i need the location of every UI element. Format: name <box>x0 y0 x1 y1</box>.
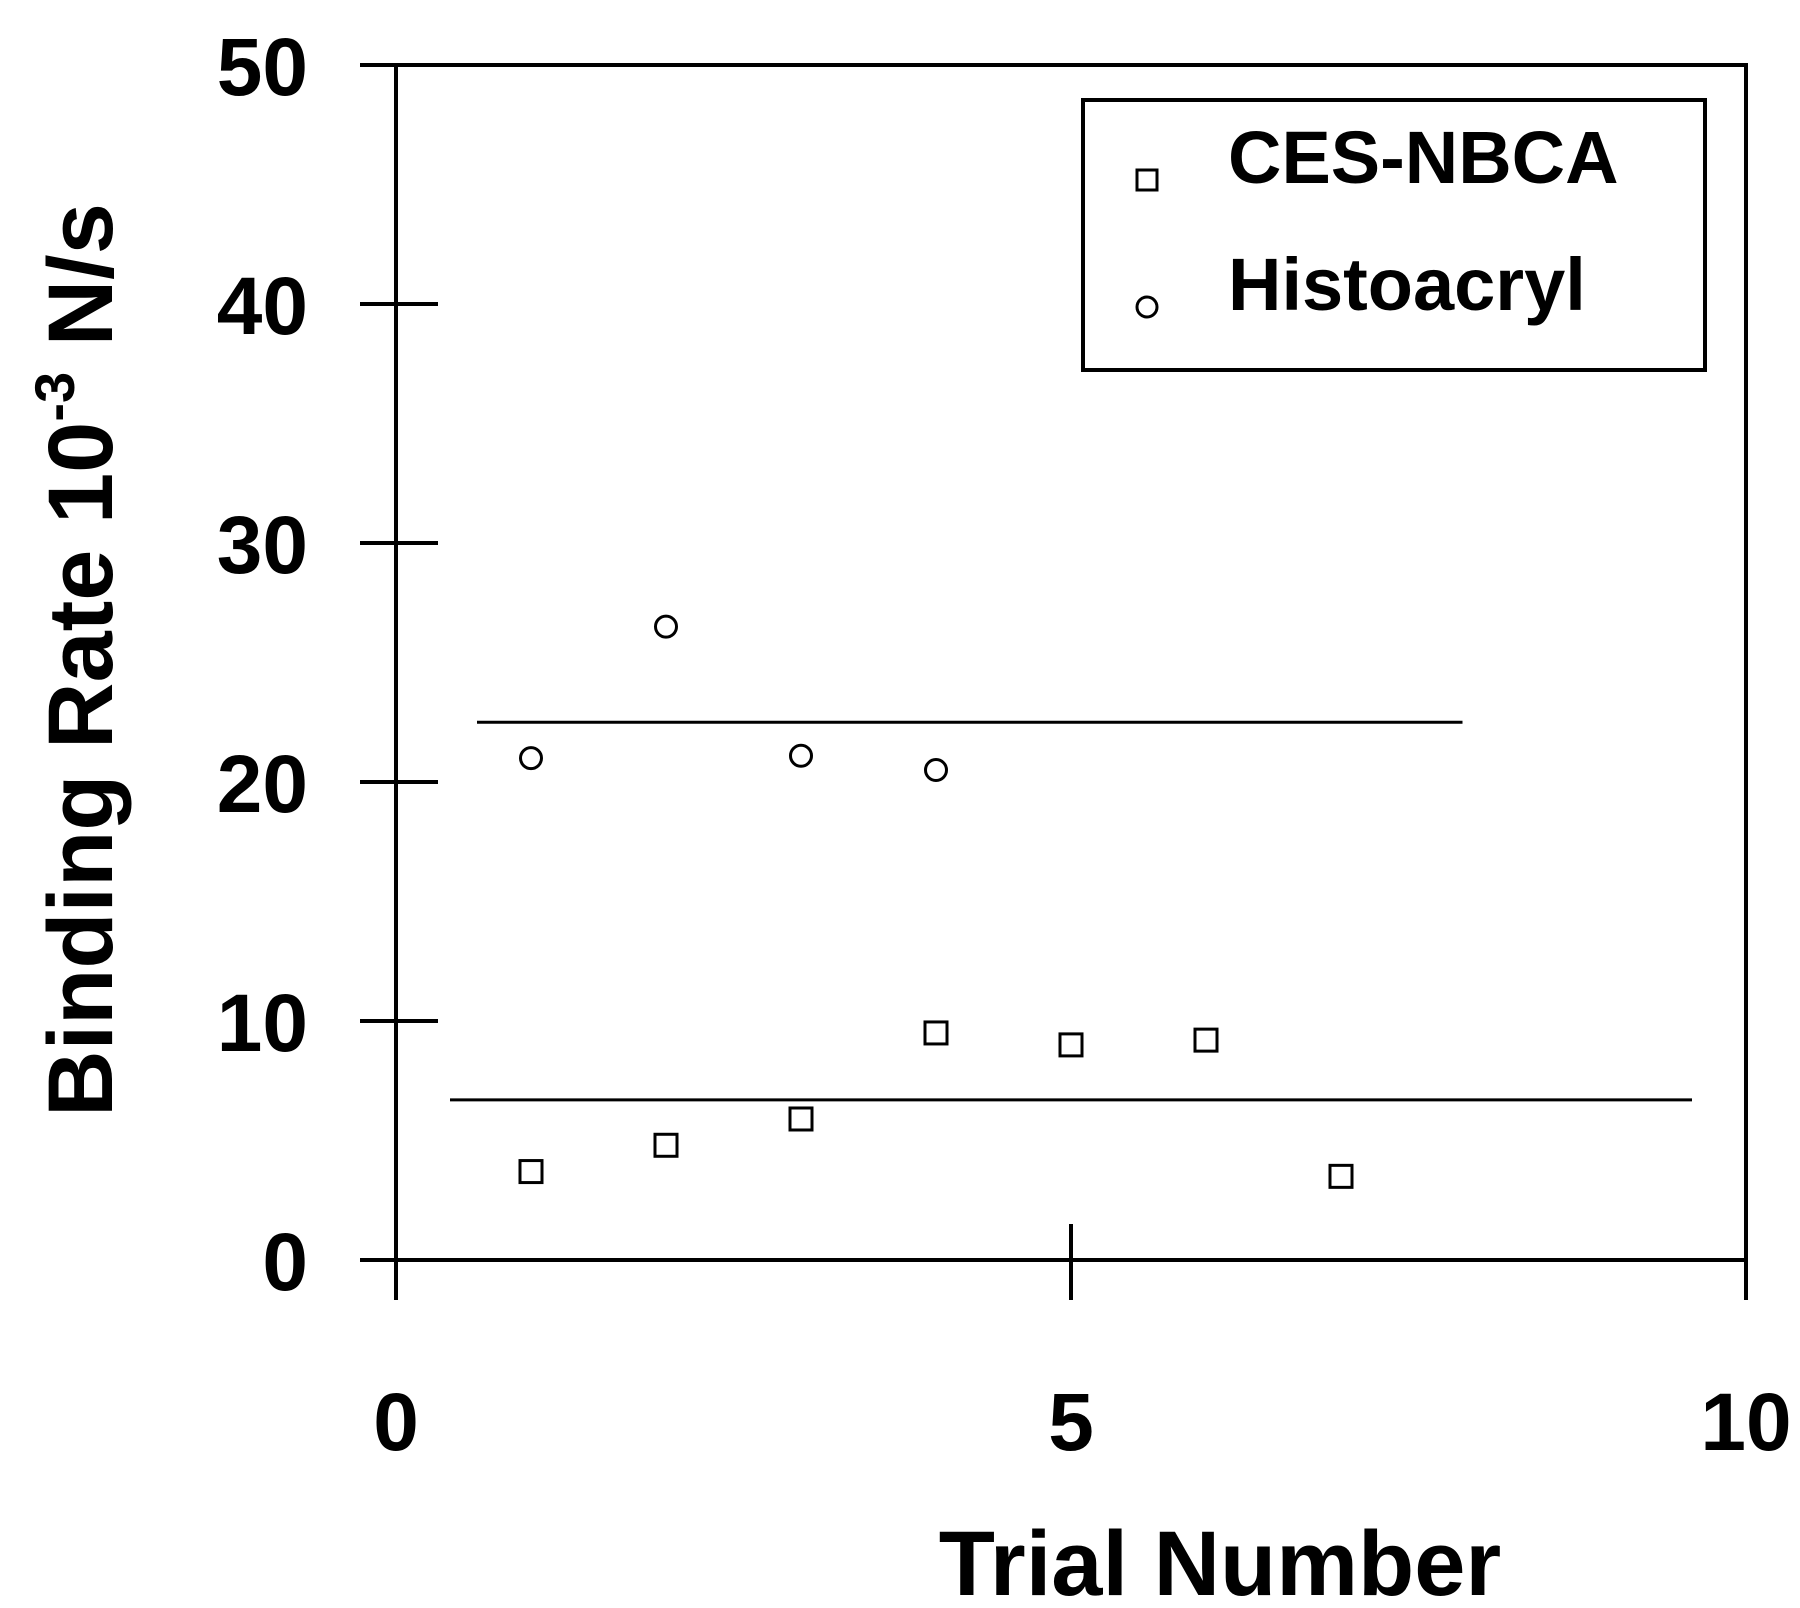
y-tick-label: 10 <box>217 978 308 1069</box>
data-point-circle <box>789 743 813 768</box>
data-point-circle <box>519 746 543 771</box>
legend-marker-circle <box>1135 295 1159 319</box>
data-point-square <box>1058 1032 1084 1058</box>
y-tick-label: 50 <box>217 22 308 113</box>
x-axis-title: Trial Number <box>939 1513 1501 1608</box>
y-tick-label: 40 <box>217 261 308 352</box>
y-axis-title-main: Binding Rate 10 <box>30 422 132 1117</box>
y-tick-label: 20 <box>217 739 308 830</box>
x-axis: 0 5 10 <box>373 1224 1792 1468</box>
data-point-square <box>518 1159 544 1185</box>
legend-box <box>1081 98 1707 372</box>
data-point-circle <box>924 758 948 783</box>
y-tick-label: 30 <box>217 500 308 591</box>
y-axis-title-unit: N/s <box>30 203 132 372</box>
legend-label-histoacryl: Histoacryl <box>1228 243 1586 326</box>
data-point-square <box>653 1132 679 1158</box>
y-axis-title: Binding Rate 10-3 N/s <box>23 203 132 1117</box>
legend: CES-NBCA Histoacryl <box>1081 98 1707 372</box>
y-axis-title-exponent: -3 <box>23 372 86 422</box>
mean-lines <box>450 720 1692 1102</box>
y-axis: 0 10 20 30 40 50 <box>217 22 438 1308</box>
data-point-circle <box>654 614 678 639</box>
data-point-square <box>788 1106 814 1132</box>
legend-marker-square <box>1135 168 1159 192</box>
legend-label-ces-nbca: CES-NBCA <box>1228 116 1619 199</box>
x-tick-label: 10 <box>1700 1377 1791 1468</box>
data-point-square <box>923 1020 949 1046</box>
x-tick-label: 5 <box>1048 1377 1094 1468</box>
data-point-square <box>1193 1027 1219 1053</box>
data-markers <box>518 614 1354 1189</box>
x-tick-label: 0 <box>373 1377 419 1468</box>
data-point-square <box>1328 1163 1354 1189</box>
y-tick-label: 0 <box>262 1217 308 1308</box>
